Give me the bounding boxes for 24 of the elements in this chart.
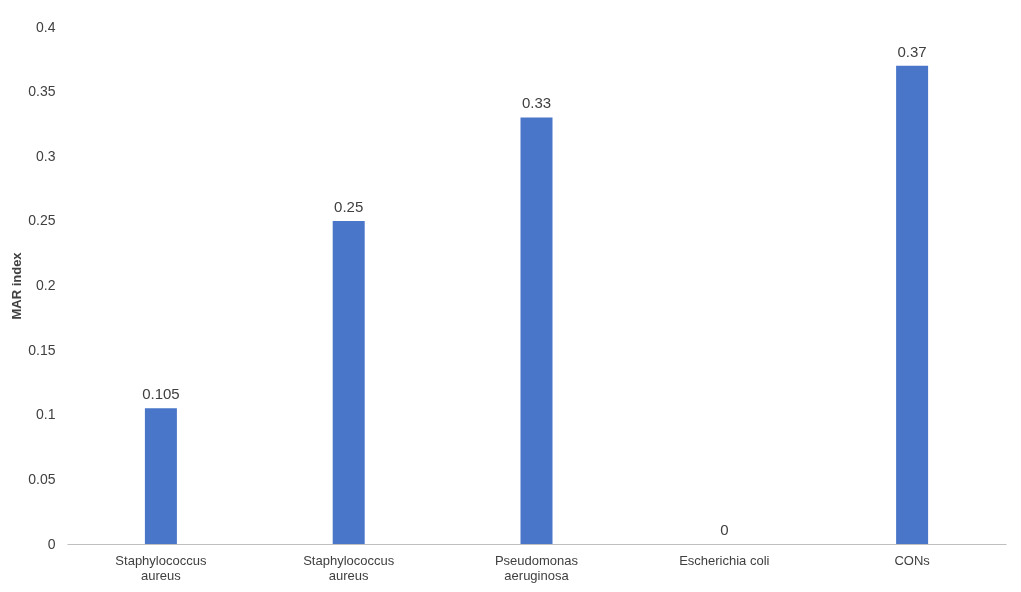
- y-tick-label: 0.2: [36, 277, 56, 293]
- y-tick-label: 0.1: [36, 406, 56, 423]
- x-tick-label: Escherichia coli: [679, 552, 770, 568]
- data-label: 0.25: [334, 197, 364, 215]
- data-label: 0.105: [142, 385, 180, 403]
- y-tick-label: 0.25: [28, 212, 56, 229]
- y-tick-label: 0.15: [28, 341, 56, 358]
- y-tick-label: 0.35: [28, 83, 56, 100]
- y-axis-title: MAR index: [9, 251, 25, 320]
- bar: [144, 408, 177, 544]
- x-tick-label: Pseudomonas aeruginosa: [494, 552, 579, 583]
- data-label: 0.37: [897, 42, 927, 60]
- data-label: 0.33: [521, 94, 552, 112]
- bar: [332, 220, 365, 544]
- x-tick-label: CONs: [894, 552, 931, 568]
- x-tick-label: Staphylococcus aureus: [115, 552, 207, 583]
- y-tick-label: 0.05: [28, 470, 56, 487]
- y-tick-label: 0.3: [36, 147, 56, 164]
- data-label: 0: [720, 521, 729, 538]
- y-tick-label: 0.4: [36, 18, 56, 35]
- bar: [520, 117, 553, 544]
- x-tick-label: Staphylococcus aureus: [303, 552, 395, 583]
- y-tick-label: 0: [47, 535, 56, 552]
- bar: [896, 65, 929, 544]
